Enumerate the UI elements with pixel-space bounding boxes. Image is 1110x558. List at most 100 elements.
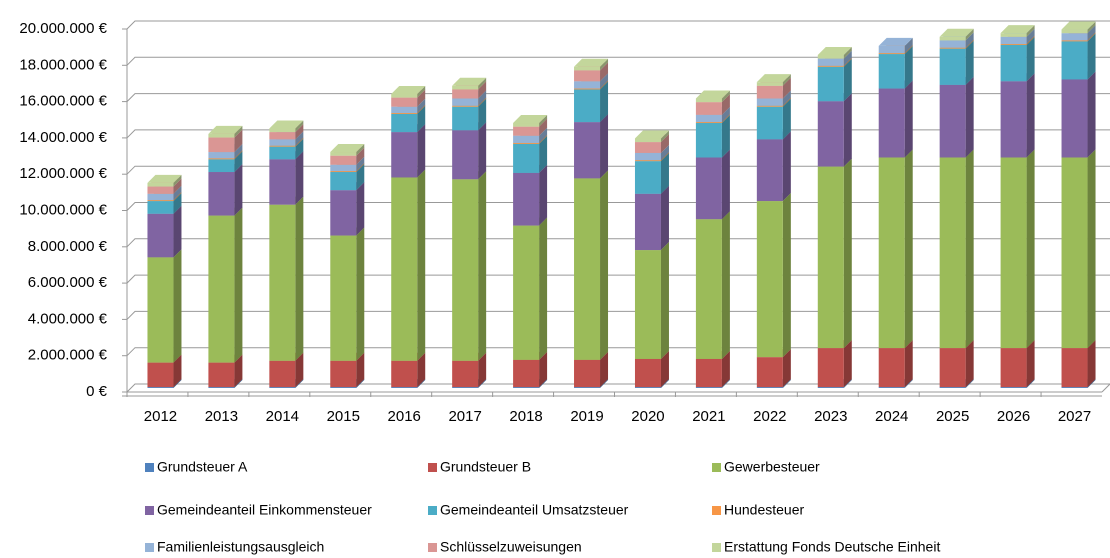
bar-side xyxy=(965,76,974,158)
bar xyxy=(391,387,418,388)
legend-label: Grundsteuer B xyxy=(440,459,531,475)
bar-side xyxy=(295,352,304,388)
bar xyxy=(878,348,905,388)
bar xyxy=(330,164,357,172)
bar-side xyxy=(660,153,669,194)
bar-side xyxy=(600,80,609,90)
x-tick-label: 2013 xyxy=(205,408,238,425)
bar xyxy=(513,142,540,144)
bar-side xyxy=(356,164,365,191)
bar-side xyxy=(1026,28,1035,45)
bar xyxy=(513,172,540,226)
bar xyxy=(147,182,174,187)
bar xyxy=(878,54,905,89)
bar-top xyxy=(756,74,791,83)
bar-side xyxy=(782,193,791,358)
y-tick-label: 14.000.000 € xyxy=(19,129,107,146)
bar-side xyxy=(478,352,487,388)
x-tick-label: 2020 xyxy=(631,408,664,425)
bar xyxy=(878,53,905,55)
floor-right xyxy=(1101,383,1110,393)
bar-side xyxy=(417,124,426,178)
bar xyxy=(513,387,540,388)
bar xyxy=(147,213,174,258)
bar xyxy=(695,123,722,158)
bar-top xyxy=(208,125,243,134)
bar-side xyxy=(721,90,730,103)
bar xyxy=(878,387,905,388)
bar-side xyxy=(1026,36,1035,82)
bar xyxy=(574,88,601,90)
bar xyxy=(513,143,540,173)
y-tick-label: 2.000.000 € xyxy=(28,347,108,364)
bar xyxy=(330,172,357,191)
bar-side xyxy=(965,340,974,388)
bar-side xyxy=(660,152,669,162)
bar xyxy=(1000,157,1027,349)
bar-side xyxy=(600,73,609,89)
bar xyxy=(208,387,235,388)
bar-side xyxy=(1087,32,1096,42)
bar-side xyxy=(843,57,852,67)
y-tick-label: 10.000.000 € xyxy=(19,201,107,218)
bar xyxy=(939,84,966,158)
bar-side xyxy=(539,351,548,388)
legend-swatch xyxy=(712,543,721,552)
legend-label: Familienleistungsausgleich xyxy=(157,539,324,555)
bar-side xyxy=(904,379,913,388)
bar-side xyxy=(478,122,487,180)
bar xyxy=(1000,44,1027,45)
bar xyxy=(1000,387,1027,388)
bar xyxy=(634,358,661,388)
bar-side xyxy=(173,354,182,388)
bar xyxy=(513,126,540,136)
bar-side xyxy=(600,81,609,123)
bar xyxy=(817,166,844,349)
bar-side xyxy=(782,98,791,140)
bar xyxy=(574,70,601,82)
bar-side xyxy=(417,379,426,388)
bar-side xyxy=(1026,379,1035,388)
bar xyxy=(452,360,479,388)
bar-side xyxy=(173,249,182,363)
bar xyxy=(574,66,601,71)
bar xyxy=(939,40,966,48)
bar xyxy=(147,186,174,194)
bar-side xyxy=(782,77,791,99)
bar-side xyxy=(478,97,487,107)
bar-side xyxy=(295,379,304,388)
bar xyxy=(330,152,357,156)
bar xyxy=(1000,33,1027,37)
bar-side xyxy=(173,379,182,388)
bar xyxy=(1061,387,1088,388)
bar-side xyxy=(660,350,669,388)
bar-side xyxy=(539,118,548,136)
bar-side xyxy=(234,354,243,388)
bar-side xyxy=(904,45,913,55)
bar-side xyxy=(600,170,609,360)
grid-line xyxy=(126,20,1110,30)
bar-side xyxy=(1087,379,1096,388)
bar xyxy=(452,106,479,131)
x-tick-label: 2015 xyxy=(327,408,360,425)
bar-side xyxy=(843,58,852,102)
bar-side xyxy=(904,340,913,388)
bar xyxy=(208,362,235,388)
bar-side xyxy=(173,178,182,194)
bar-top xyxy=(513,115,548,124)
bar xyxy=(1061,348,1088,388)
bar xyxy=(574,89,601,123)
bar xyxy=(695,102,722,115)
bar-side xyxy=(539,134,548,144)
legend-swatch xyxy=(145,506,154,515)
bar-side xyxy=(843,379,852,388)
y-tick-label: 20.000.000 € xyxy=(19,20,107,37)
bar-side xyxy=(965,379,974,388)
bar-side xyxy=(782,90,791,106)
bar-top xyxy=(147,174,182,183)
bar-side xyxy=(417,352,426,388)
bar xyxy=(878,157,905,349)
bar-side xyxy=(904,149,913,349)
bar xyxy=(208,152,235,159)
legend: Grundsteuer A Grundsteuer B Gewerbesteuer G… xyxy=(145,459,940,555)
